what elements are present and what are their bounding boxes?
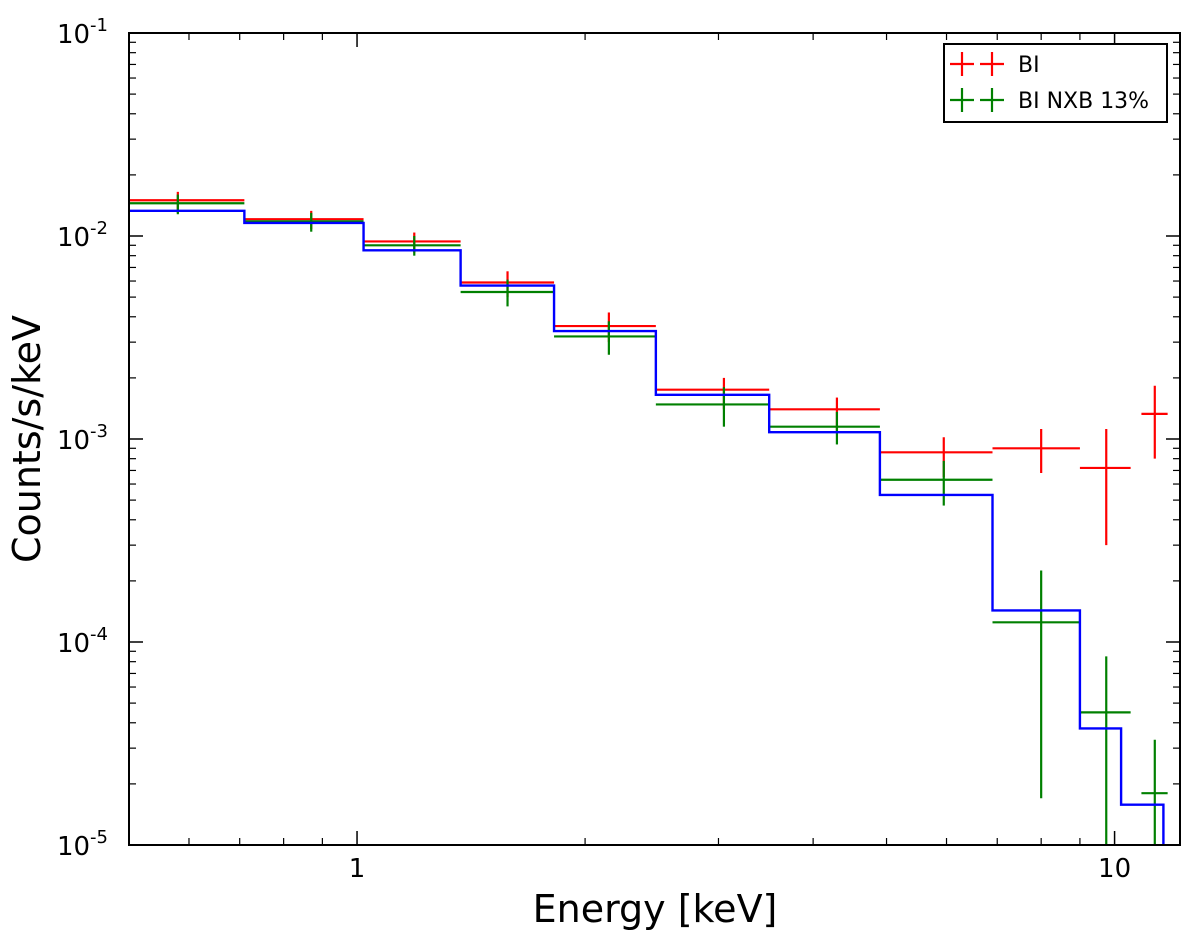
ticks-layer: 1 10 10-5 10-4 10-3 10-2 10-1 xyxy=(57,15,1180,884)
bi-nxb-13-point-5 xyxy=(554,321,656,355)
bi-point-10 xyxy=(1079,429,1131,546)
y-tick-label: 10-2 xyxy=(57,218,108,253)
legend-item-bi: BI xyxy=(950,52,1040,78)
x-tick-label: 1 xyxy=(349,854,366,884)
bi-nxb-13-point-6 xyxy=(655,387,770,427)
bi-point-5 xyxy=(554,312,656,343)
bi-point-11 xyxy=(1141,385,1168,459)
y-tick-label: 10-4 xyxy=(57,624,108,659)
y-tick-label: 10-5 xyxy=(57,827,108,862)
bi-nxb-13-point-4 xyxy=(460,279,555,307)
y-axis-label: Counts/s/keV xyxy=(5,315,49,563)
bi-nxb-13-point-10 xyxy=(1079,656,1131,845)
series-bi xyxy=(129,191,1168,546)
legend-box xyxy=(943,43,1168,123)
bi-nxb-13-point-7 xyxy=(769,411,880,445)
bi-nxb-13-point-3 xyxy=(363,236,461,256)
plot-frame xyxy=(128,32,1181,846)
legend-label: BI NXB 13% xyxy=(1018,89,1149,114)
legend-label: BI xyxy=(1018,53,1040,78)
y-tick-label: 10-1 xyxy=(57,15,108,50)
y-tick-label: 10-3 xyxy=(57,421,108,456)
x-tick-label: 10 xyxy=(1098,854,1131,884)
legend: BI BI NXB 13% xyxy=(943,43,1168,123)
series-bi-nxb-13 xyxy=(129,194,1168,845)
bi-nxb-13-point-9 xyxy=(992,570,1080,799)
bi-point-2 xyxy=(244,210,364,230)
bi-point-9 xyxy=(992,429,1080,474)
bi-nxb-13-point-11 xyxy=(1141,739,1168,845)
series-layer xyxy=(129,191,1168,845)
bi-nxb-13-point-8 xyxy=(879,460,993,506)
bi-point-8 xyxy=(879,437,993,477)
x-axis-label: Energy [keV] xyxy=(533,887,778,931)
model-step-line xyxy=(129,209,1165,845)
legend-item-bi-nxb-13: BI NXB 13% xyxy=(950,88,1149,114)
